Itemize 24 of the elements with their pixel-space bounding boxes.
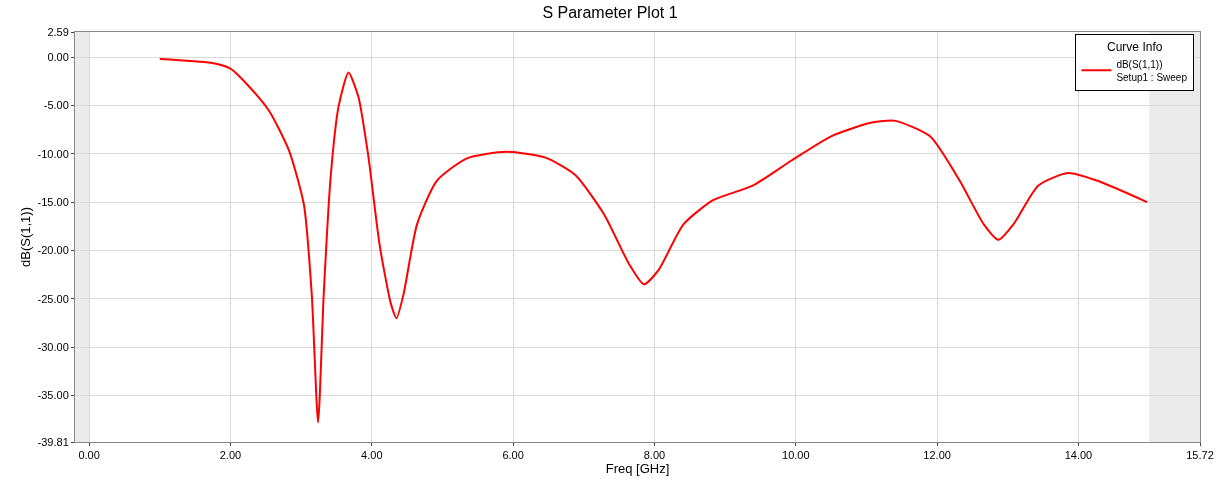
x-tick-label: 8.00 bbox=[643, 449, 666, 462]
legend-title: Curve Info bbox=[1107, 39, 1163, 54]
y-tick-label: -20.00 bbox=[37, 244, 69, 257]
chart-title: S Parameter Plot 1 bbox=[542, 4, 678, 22]
x-tick-label: 6.00 bbox=[502, 449, 524, 462]
y-tick-label: -35.00 bbox=[37, 389, 69, 402]
x-tick-label: 4.00 bbox=[361, 449, 383, 462]
x-tick-label: 0.00 bbox=[78, 449, 100, 462]
x-tick-label: 10.00 bbox=[782, 449, 810, 462]
y-tick-label: -30.00 bbox=[37, 340, 69, 353]
y-axis-title: dB(S(1,1)) bbox=[17, 207, 33, 267]
y-tick-label: 0.00 bbox=[47, 50, 69, 63]
y-tick-label: -15.00 bbox=[37, 195, 69, 208]
y-tick-label: 2.59 bbox=[47, 25, 69, 38]
y-tick-label: -39.81 bbox=[37, 435, 69, 448]
x-tick-label: 14.00 bbox=[1064, 449, 1093, 462]
x-tick-label: 2.00 bbox=[219, 449, 242, 462]
legend-label: dB(S(1,1)) Setup1 : Sweep bbox=[1116, 58, 1188, 83]
x-axis-title: Freq [GHz] bbox=[605, 461, 670, 477]
x-tick-label: 12.00 bbox=[923, 449, 951, 462]
x-tick-label: 15.72 bbox=[1186, 449, 1214, 462]
y-tick-label: -10.00 bbox=[37, 147, 69, 160]
y-tick-label: -5.00 bbox=[43, 99, 69, 112]
y-tick-label: -25.00 bbox=[37, 292, 69, 305]
